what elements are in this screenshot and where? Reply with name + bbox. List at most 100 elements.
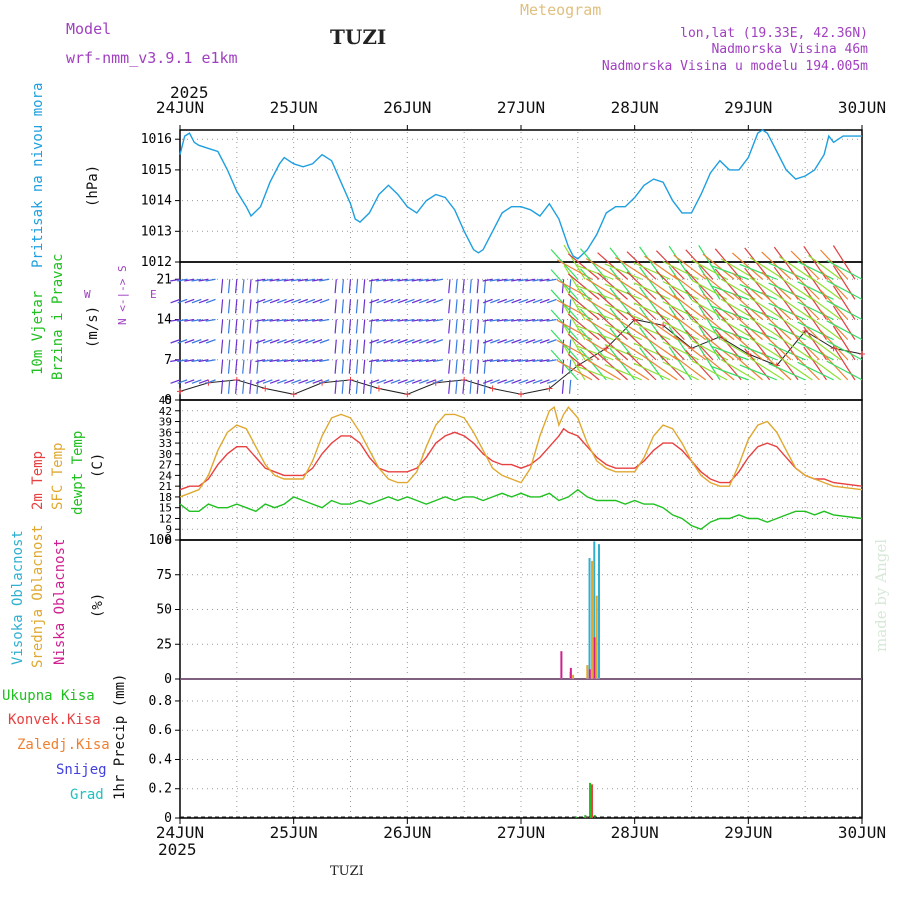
wind-barb xyxy=(532,339,543,344)
wind-barb xyxy=(448,279,451,294)
wind-barb xyxy=(489,359,500,363)
wind-barb xyxy=(476,299,479,314)
wind-barb xyxy=(305,298,316,304)
wind-barb xyxy=(482,339,493,344)
wind-barb xyxy=(291,379,301,384)
wind-barb xyxy=(362,319,366,334)
wind-barb xyxy=(220,339,224,354)
panel-frame xyxy=(179,678,863,819)
wind-barb xyxy=(269,379,280,384)
wind-barb xyxy=(580,288,607,320)
wind-barb xyxy=(561,299,565,314)
wind-barb xyxy=(483,359,487,374)
wind-barb xyxy=(205,278,216,282)
wind-barb xyxy=(455,319,458,334)
wind-barb xyxy=(525,359,536,363)
wind-barb xyxy=(525,339,536,344)
wind-barb xyxy=(808,255,842,280)
y-tick-label: 24 xyxy=(159,469,173,482)
y-tick-label: 1012 xyxy=(141,255,172,270)
cloud-bar xyxy=(593,637,596,679)
wind-barb xyxy=(262,318,273,322)
wind-barb xyxy=(585,278,621,300)
wind-barb xyxy=(739,263,777,280)
x-tick-label-top: 25JUN xyxy=(270,98,318,117)
wind-barb xyxy=(255,298,266,304)
wind-barb xyxy=(411,379,422,384)
y-tick-label: 50 xyxy=(156,603,172,618)
wind-barb xyxy=(368,318,380,322)
y-tick-label: 0 xyxy=(164,672,172,687)
wind-barb xyxy=(662,341,699,361)
wind-barb xyxy=(297,278,308,282)
y-tick-label: 21 xyxy=(156,272,172,287)
wind-barb xyxy=(411,339,422,344)
y-tick-label: 15 xyxy=(159,502,172,515)
cloud-bar xyxy=(595,595,598,679)
y-tick-label: 9 xyxy=(165,523,172,536)
wind-barb xyxy=(710,365,749,381)
wind-barb xyxy=(312,339,323,344)
precip-bar xyxy=(584,815,587,818)
wind-barb xyxy=(518,379,529,384)
wind-barb xyxy=(597,332,628,361)
wind-barb xyxy=(532,318,543,322)
cloud-bar xyxy=(569,667,572,679)
wind-barb xyxy=(561,339,565,354)
wind-barb xyxy=(797,261,834,280)
wind-barb xyxy=(462,279,465,294)
wind-barb xyxy=(370,359,373,374)
wind-barb xyxy=(768,282,806,300)
wind-barb xyxy=(633,322,671,341)
x-tick-label-top: 24JUN xyxy=(156,98,204,117)
cloud-unit-label: (%) xyxy=(90,593,106,618)
y-tick-label: 1016 xyxy=(141,132,172,147)
wind-barb xyxy=(191,318,202,322)
wind-barb xyxy=(242,299,245,314)
wind-barb xyxy=(448,319,451,334)
cloud-bar xyxy=(572,674,575,679)
hail-label: Grad xyxy=(70,787,104,803)
wind-barb xyxy=(362,279,366,294)
wind-barb xyxy=(312,318,323,322)
y-tick-label: 1015 xyxy=(141,163,172,178)
wind-barb xyxy=(626,331,657,361)
wind-barb xyxy=(778,256,813,280)
wind-barb xyxy=(348,299,352,314)
wind-barb xyxy=(826,300,863,321)
x-tick-label-bottom: 25JUN xyxy=(270,823,318,842)
wind-barb xyxy=(568,379,572,394)
wind-barb xyxy=(714,268,742,300)
wind-barb xyxy=(348,379,352,394)
wind-barb xyxy=(191,379,202,384)
wind-barb xyxy=(191,298,202,304)
wind-barb xyxy=(242,379,245,394)
wind-barb xyxy=(469,359,472,374)
wind-barb xyxy=(604,323,643,341)
wind-barb xyxy=(490,298,500,304)
wind-barb xyxy=(546,278,557,282)
credit: made by Angel xyxy=(872,539,890,652)
wind-barb xyxy=(469,299,472,314)
wind-barb xyxy=(546,339,557,344)
wind-barb xyxy=(489,278,500,282)
wind-barb xyxy=(455,279,458,294)
wind-barb xyxy=(298,339,309,344)
wind-barb xyxy=(673,254,707,280)
high-cloud-label: Visoka Oblacnost xyxy=(10,530,26,665)
wind-barb xyxy=(808,315,842,341)
wind-barb xyxy=(567,293,600,320)
wind-barb xyxy=(561,359,565,374)
wind-barb xyxy=(503,278,515,282)
wind-barb xyxy=(720,359,756,381)
wind-barb xyxy=(710,305,749,321)
wind-barb xyxy=(305,339,316,344)
wind-barb xyxy=(532,379,543,384)
wind-barb xyxy=(580,268,607,300)
wind-barb xyxy=(511,278,522,282)
wind-barb xyxy=(235,319,238,334)
wind-barb xyxy=(269,298,280,304)
wind-barb xyxy=(604,364,642,381)
wind-barb xyxy=(532,298,543,304)
wind-barb xyxy=(426,379,436,384)
